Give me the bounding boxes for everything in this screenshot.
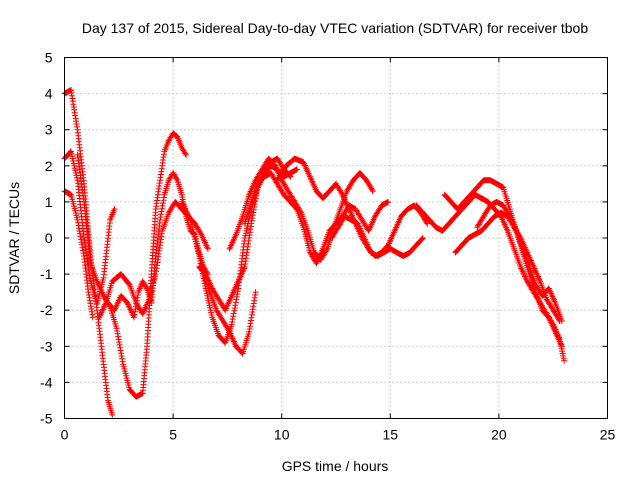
series-track-6	[96, 198, 211, 321]
series-track-17	[474, 198, 565, 324]
series-track-11	[241, 170, 392, 267]
data-point-markers	[328, 213, 426, 259]
x-tick-label: 0	[61, 427, 69, 443]
x-tick-label: 5	[169, 427, 177, 443]
data-point-markers	[61, 148, 118, 306]
series-track-13	[328, 213, 426, 259]
y-tick-label: 5	[45, 50, 53, 66]
series-track-4	[74, 130, 190, 400]
data-point-markers	[241, 170, 392, 267]
data-point-markers	[74, 130, 190, 400]
series-track-14	[413, 191, 568, 364]
y-tick-label: -1	[40, 266, 53, 282]
data-point-markers	[474, 198, 565, 324]
data-point-markers	[452, 209, 563, 324]
data-marks	[61, 87, 568, 418]
data-point-markers	[96, 198, 211, 321]
x-axis-label: GPS time / hours	[282, 458, 389, 474]
series-track-9	[196, 155, 294, 314]
series-track-10	[226, 155, 376, 263]
data-point-markers	[413, 191, 568, 364]
data-point-markers	[196, 155, 294, 314]
x-tick-label: 15	[383, 427, 399, 443]
x-tick-label: 20	[491, 427, 507, 443]
y-tick-label: -3	[40, 338, 53, 354]
y-tick-label: -2	[40, 302, 53, 318]
grid	[64, 57, 608, 419]
y-tick-label: 4	[45, 86, 53, 102]
y-tick-label: -5	[40, 411, 53, 427]
y-tick-label: 3	[45, 122, 53, 138]
y-axis-label: SDTVAR / TECUs	[6, 182, 22, 294]
y-tick-label: 1	[45, 194, 53, 210]
chart-title: Day 137 of 2015, Sidereal Day-to-day VTE…	[82, 20, 589, 36]
plot-frame	[64, 57, 608, 419]
series-track-2	[61, 148, 118, 306]
data-point-markers	[226, 155, 376, 263]
x-tick-label: 25	[600, 427, 616, 443]
y-tick-label: -4	[40, 374, 53, 390]
y-tick-label: 2	[45, 158, 53, 174]
x-tick-label: 10	[274, 427, 290, 443]
series-track-16	[452, 209, 563, 324]
y-tick-label: 0	[45, 230, 53, 246]
